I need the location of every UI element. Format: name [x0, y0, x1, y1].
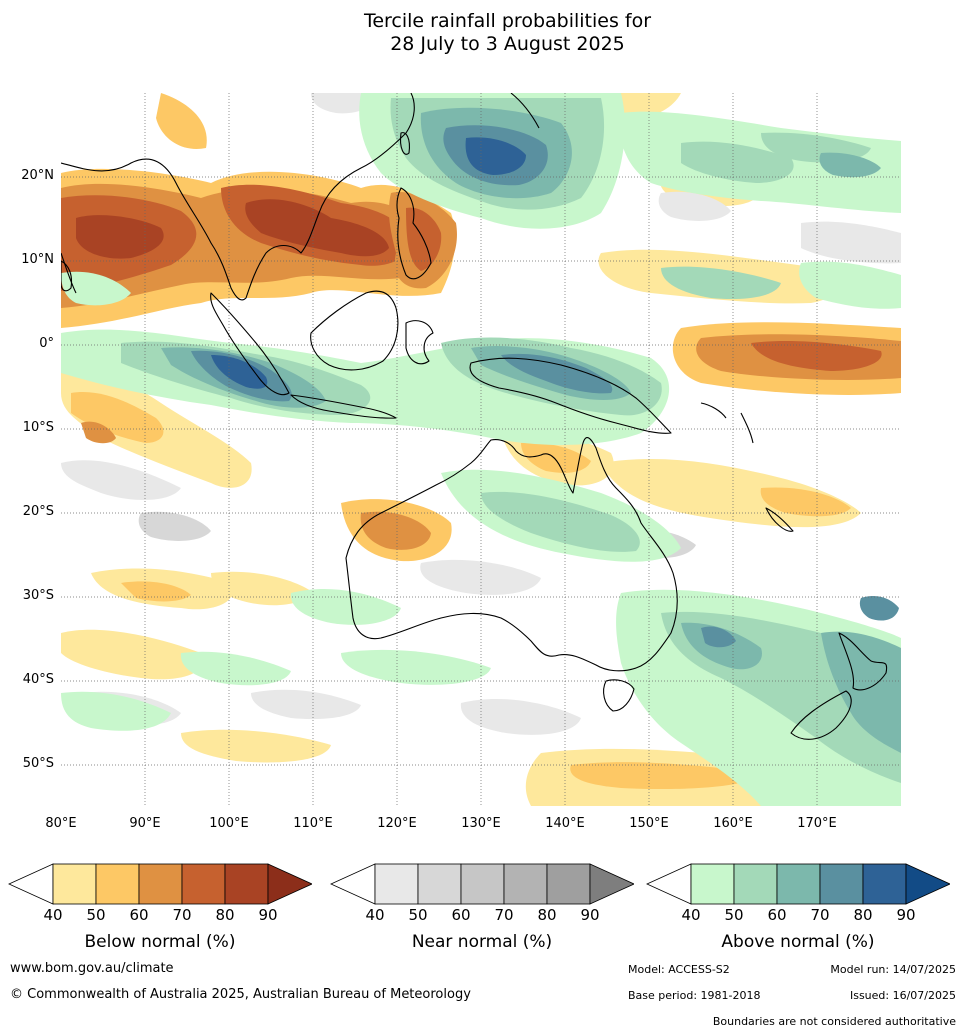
nz-north-coastline — [838, 632, 888, 691]
colorbar-segments — [646, 863, 950, 905]
colorbar-segment — [776, 863, 821, 905]
lat-label-50s: 50°S — [22, 756, 54, 771]
lon-label-150e: 150°E — [629, 816, 669, 831]
lon-label-130e: 130°E — [461, 816, 501, 831]
copyright-text: © Commonwealth of Australia 2025, Austra… — [10, 987, 471, 1002]
below-tick-80: 80 — [215, 906, 235, 924]
colorbar-segment — [690, 863, 735, 905]
colorbar-segment — [224, 863, 269, 905]
below-tick-60: 60 — [129, 906, 149, 924]
australia-coastline — [345, 437, 678, 672]
above-normal-colorbar — [646, 863, 950, 905]
colorbar-segment — [733, 863, 778, 905]
nz-south-coastline — [790, 690, 852, 740]
new-caledonia-coastline — [765, 507, 794, 532]
below-tick-50: 50 — [86, 906, 106, 924]
lon-label-120e: 120°E — [377, 816, 417, 831]
below-normal-label: Below normal (%) — [84, 932, 236, 952]
base-period: Base period: 1981-2018 — [628, 989, 761, 1002]
lat-label-40s: 40°S — [22, 672, 54, 687]
colorbar-segments — [330, 863, 634, 905]
near-tick-70: 70 — [494, 906, 514, 924]
near-tick-40: 40 — [365, 906, 385, 924]
colorbar-low-extend — [8, 863, 54, 905]
lat-label-30s: 30°S — [22, 588, 54, 603]
below-normal-colorbar — [8, 863, 312, 905]
colorbar-segment — [546, 863, 591, 905]
colorbar-segments — [8, 863, 312, 905]
above-tick-60: 60 — [767, 906, 787, 924]
above-tick-50: 50 — [724, 906, 744, 924]
lat-label-10n: 10°N — [21, 252, 54, 267]
lon-label-90e: 90°E — [129, 816, 161, 831]
colorbar-segment — [181, 863, 226, 905]
model-run-date: Model run: 14/07/2025 — [830, 963, 956, 976]
colorbar-segment — [819, 863, 864, 905]
near-tick-60: 60 — [451, 906, 471, 924]
japan-coastline — [510, 93, 540, 129]
above-tick-90: 90 — [896, 906, 916, 924]
colorbar-segment — [503, 863, 548, 905]
lon-label-140e: 140°E — [545, 816, 585, 831]
lon-label-110e: 110°E — [293, 816, 333, 831]
lat-label-0: 0° — [39, 336, 54, 351]
lon-label-170e: 170°E — [797, 816, 837, 831]
colorbar-high-extend — [905, 863, 950, 905]
java-coastline — [290, 394, 397, 419]
colorbar-segment — [52, 863, 97, 905]
colorbar-segment — [138, 863, 183, 905]
above-tick-80: 80 — [853, 906, 873, 924]
near-tick-50: 50 — [408, 906, 428, 924]
title-line-1: Tercile rainfall probabilities for — [363, 10, 652, 32]
graticule — [61, 93, 901, 806]
lon-label-100e: 100°E — [209, 816, 249, 831]
lat-label-10s: 10°S — [22, 420, 54, 435]
new-guinea-coastline — [469, 357, 672, 434]
above-tick-40: 40 — [681, 906, 701, 924]
colorbar-segment — [862, 863, 907, 905]
below-tick-70: 70 — [172, 906, 192, 924]
asia-coastline — [61, 93, 415, 301]
colorbar-segment — [374, 863, 419, 905]
issued-date: Issued: 16/07/2025 — [849, 989, 956, 1002]
borneo-coastline — [310, 290, 399, 371]
colorbar-high-extend — [267, 863, 312, 905]
philippines-coastline — [396, 187, 432, 280]
above-normal-label: Above normal (%) — [721, 932, 875, 952]
sulawesi-coastline — [405, 320, 434, 365]
near-tick-90: 90 — [580, 906, 600, 924]
lat-label-20s: 20°S — [22, 504, 54, 519]
colorbar-segment — [460, 863, 505, 905]
above-tick-70: 70 — [810, 906, 830, 924]
map-title: Tercile rainfall probabilities for 28 Ju… — [0, 10, 965, 56]
title-line-2: 28 July to 3 August 2025 — [390, 33, 625, 55]
taiwan-coastline — [400, 132, 410, 155]
website-link[interactable]: www.bom.gov.au/climate — [10, 961, 174, 976]
lat-label-20n: 20°N — [21, 168, 54, 183]
colorbar-low-extend — [646, 863, 692, 905]
below-tick-40: 40 — [43, 906, 63, 924]
sri-lanka-coastline — [61, 260, 73, 292]
colorbar-segment — [95, 863, 140, 905]
near-normal-label: Near normal (%) — [411, 932, 553, 952]
lon-label-160e: 160°E — [713, 816, 753, 831]
lon-label-80e: 80°E — [45, 816, 77, 831]
boundaries-disclaimer: Boundaries are not considered authoritat… — [712, 1015, 956, 1028]
rainfall-probability-map — [61, 93, 901, 806]
india-peninsula-coastline — [61, 252, 77, 294]
tasmania-coastline — [603, 679, 635, 712]
colorbar-low-extend — [330, 863, 376, 905]
map-canvas — [61, 93, 901, 806]
below-tick-90: 90 — [258, 906, 278, 924]
near-normal-colorbar — [330, 863, 634, 905]
colorbar-high-extend — [589, 863, 634, 905]
colorbar-segment — [417, 863, 462, 905]
model-name: Model: ACCESS-S2 — [628, 963, 730, 976]
near-tick-80: 80 — [537, 906, 557, 924]
coastlines — [61, 93, 888, 740]
sumatra-coastline — [210, 292, 290, 396]
